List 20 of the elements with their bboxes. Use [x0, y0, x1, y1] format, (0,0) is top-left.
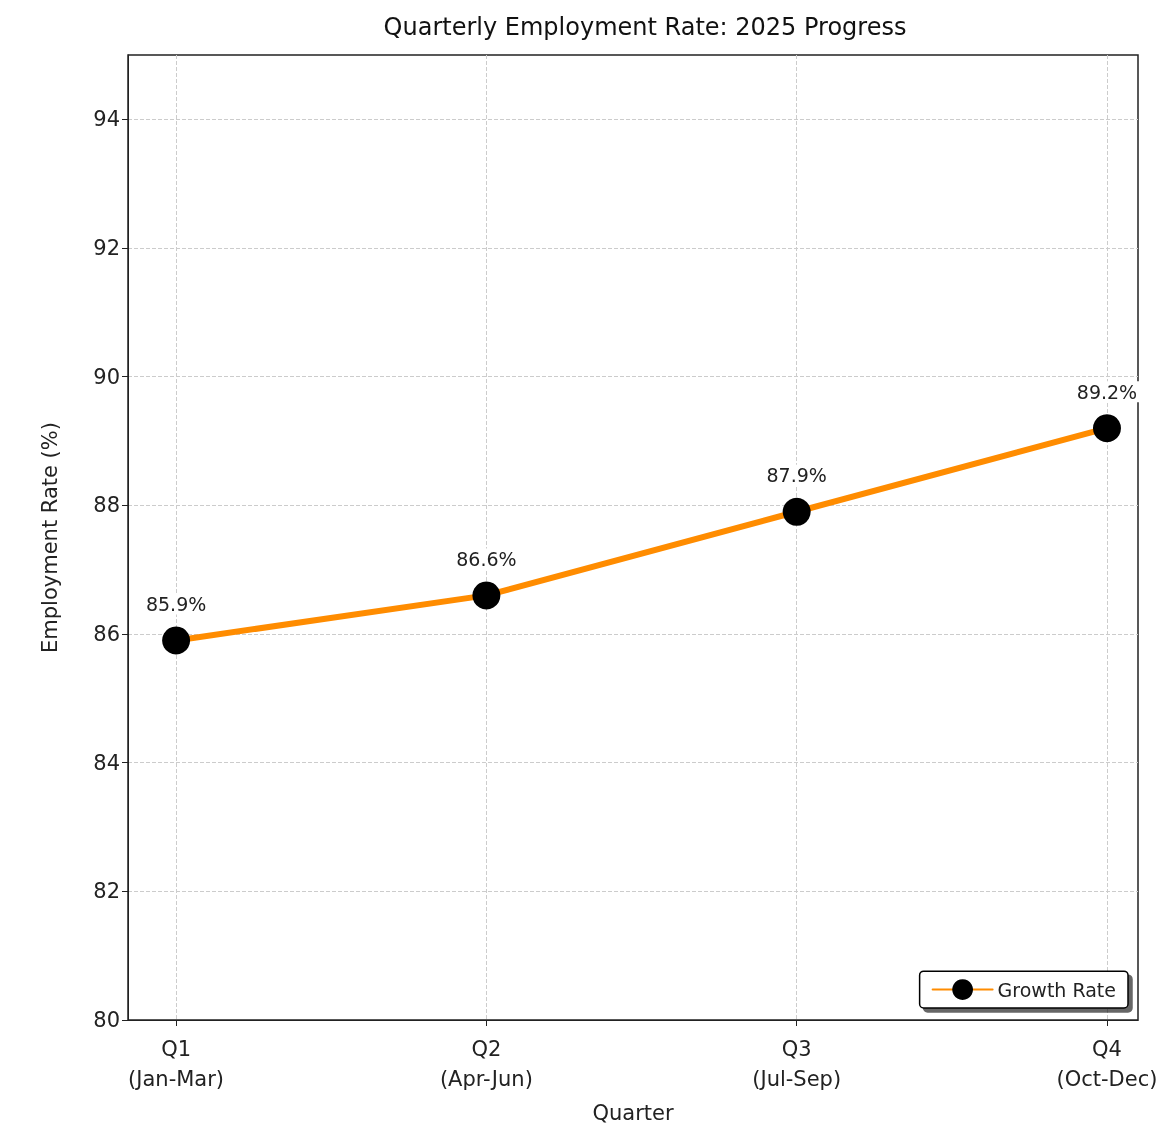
y-tick-label: 82 [93, 879, 120, 904]
y-axis-title: Employment Rate (%) [37, 422, 62, 653]
text: 87.9% [766, 464, 827, 487]
text: 85.9% [145, 592, 207, 615]
x-tick-label: Q4 (Oct-Dec) [1056, 1037, 1158, 1091]
legend-label: Growth Rate [997, 978, 1117, 1001]
text: 86.6% [456, 547, 517, 570]
y-tick-label: 90 [93, 364, 120, 389]
x-tick-label: Q3 (Jul-Sep) [752, 1037, 842, 1091]
y-tick-label: 92 [93, 236, 120, 260]
chart-title: Quarterly Employment Rate: 2025 Progress [383, 13, 907, 41]
y-tick-label: 84 [93, 750, 120, 775]
x-axis-title: Quarter [592, 1100, 674, 1125]
y-tick-label: 94 [93, 107, 120, 132]
y-tick-label: 88 [93, 493, 120, 518]
y-tick-label: 80 [93, 1008, 120, 1032]
y-tick-label: 86 [93, 622, 120, 646]
x-tick-label: Q2 (Apr-Jun) [439, 1037, 533, 1091]
text: 89.2% [1076, 380, 1138, 403]
x-tick-label: Q1 (Jan-Mar) [128, 1037, 225, 1091]
